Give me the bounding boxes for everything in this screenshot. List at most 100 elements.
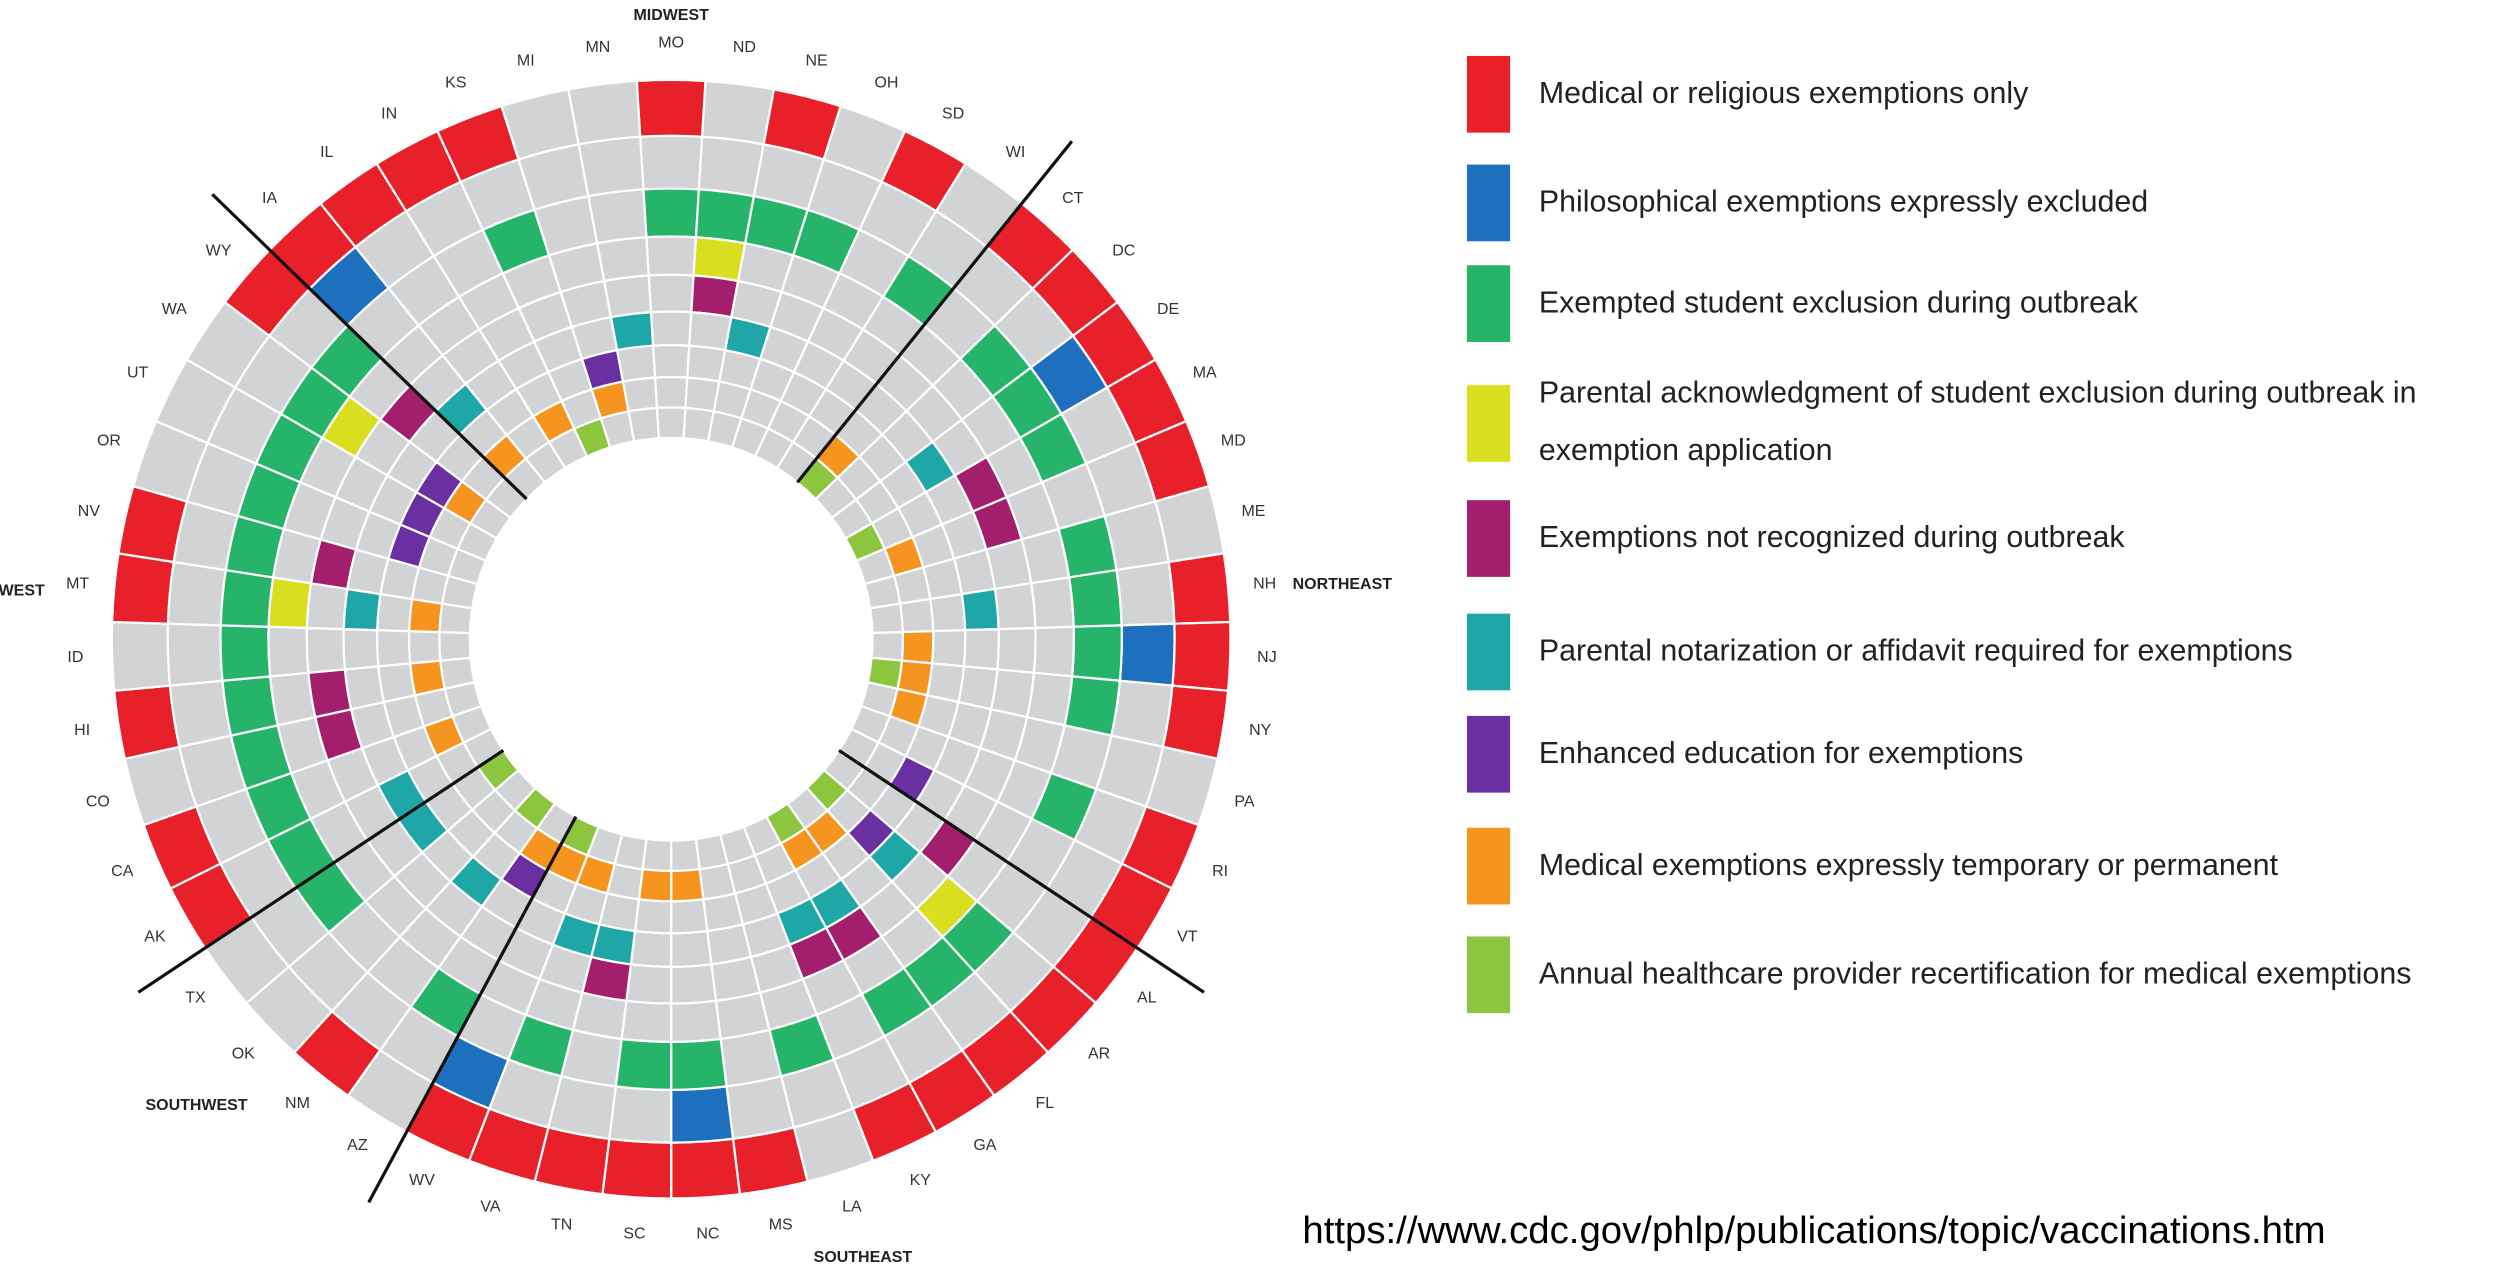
region-label: WEST — [0, 582, 45, 599]
cell — [376, 628, 412, 668]
cell — [407, 629, 442, 665]
cell — [870, 630, 904, 662]
legend-swatch — [1466, 613, 1511, 691]
state-label: AL — [1137, 990, 1157, 1007]
state-label: ND — [733, 39, 756, 56]
cell — [377, 662, 417, 704]
state-label: MO — [658, 34, 684, 51]
cell — [621, 376, 659, 413]
legend-swatch — [1466, 936, 1511, 1014]
cell — [168, 679, 233, 749]
state-label: TX — [185, 990, 206, 1007]
legend-label: Philosophical exemptions expressly exclu… — [1538, 186, 2149, 220]
legend-swatch — [1466, 827, 1511, 905]
cell — [697, 135, 765, 198]
cell — [219, 624, 272, 682]
state-label: SC — [623, 1225, 645, 1242]
cell — [1118, 622, 1176, 687]
legend-label: Enhanced education for exemptions — [1538, 737, 2024, 771]
cell — [166, 622, 224, 687]
cell — [601, 1137, 673, 1200]
state-label: FL — [1036, 1095, 1055, 1112]
cell — [267, 625, 310, 678]
cell — [670, 837, 701, 873]
state-label: NE — [805, 52, 827, 69]
region-divider — [796, 140, 1074, 484]
cell — [567, 79, 642, 146]
cell — [219, 568, 275, 628]
cell — [113, 684, 181, 761]
cell — [1115, 560, 1176, 627]
legend-label: Parental notarization or affidavit requi… — [1538, 635, 2293, 669]
chart: MO ND NE OH SD WI CT DC DE MA MD ME NH NJ NY PA RI VT AL AR… — [0, 7, 1392, 1266]
state-label: PA — [1234, 794, 1254, 811]
state-label: VT — [1177, 928, 1198, 945]
state-label: WY — [206, 243, 232, 260]
cell — [627, 406, 660, 443]
legend-label: Medical or religious exemptions only — [1538, 77, 2029, 111]
cell — [608, 1085, 673, 1144]
cell — [615, 344, 657, 383]
cell — [629, 929, 673, 968]
cell — [1067, 568, 1123, 628]
state-label: CO — [86, 794, 110, 811]
state-label: LA — [842, 1198, 862, 1215]
cell — [638, 134, 704, 191]
state-label: NH — [1253, 575, 1276, 592]
state-label: TN — [551, 1216, 572, 1233]
cell — [625, 963, 673, 1005]
cell — [342, 587, 382, 632]
state-label: NY — [1249, 722, 1272, 739]
state-label: VA — [480, 1198, 500, 1215]
state-label: RI — [1212, 863, 1228, 880]
cell — [641, 837, 673, 873]
state-label: WA — [162, 301, 187, 318]
cell — [1171, 620, 1232, 693]
cell — [587, 188, 648, 245]
cell — [993, 582, 1037, 631]
state-label: OR — [97, 432, 121, 449]
cell — [647, 273, 695, 314]
cell — [930, 628, 967, 668]
region-divider — [211, 193, 528, 501]
cell — [577, 135, 645, 198]
state-label: NV — [78, 503, 101, 520]
cell — [962, 627, 1000, 671]
legend-swatch — [1466, 265, 1511, 342]
legend-label: Annual healthcare provider recertificati… — [1538, 957, 2412, 992]
cell — [1070, 624, 1123, 682]
cell — [1167, 552, 1232, 625]
cell — [645, 235, 698, 277]
cell — [651, 344, 691, 379]
cell — [868, 602, 904, 635]
cell — [620, 999, 673, 1044]
cell — [996, 626, 1037, 675]
state-label: ID — [67, 649, 83, 666]
cell — [960, 587, 1000, 632]
cell — [166, 560, 228, 627]
legend-swatch — [1466, 500, 1511, 577]
cell — [688, 311, 733, 352]
cell — [342, 627, 380, 671]
cell — [595, 236, 650, 283]
state-label: MT — [66, 575, 89, 592]
state-label: WV — [409, 1172, 435, 1189]
cell — [898, 597, 935, 634]
state-label: OH — [875, 75, 899, 92]
state-label: KS — [445, 75, 466, 92]
state-label: NM — [285, 1095, 310, 1112]
state-label: MI — [517, 52, 535, 69]
state-label: HI — [74, 722, 90, 739]
cell — [438, 630, 472, 662]
state-label: ME — [1241, 503, 1265, 520]
legend-swatch — [1466, 385, 1511, 462]
cell — [614, 1037, 673, 1091]
cell — [694, 188, 756, 245]
cell — [637, 867, 673, 903]
cell — [928, 592, 967, 633]
cell — [609, 311, 655, 352]
legend-swatch — [1466, 715, 1511, 793]
region-label: MIDWEST — [633, 7, 709, 24]
state-label: KY — [910, 1172, 932, 1189]
